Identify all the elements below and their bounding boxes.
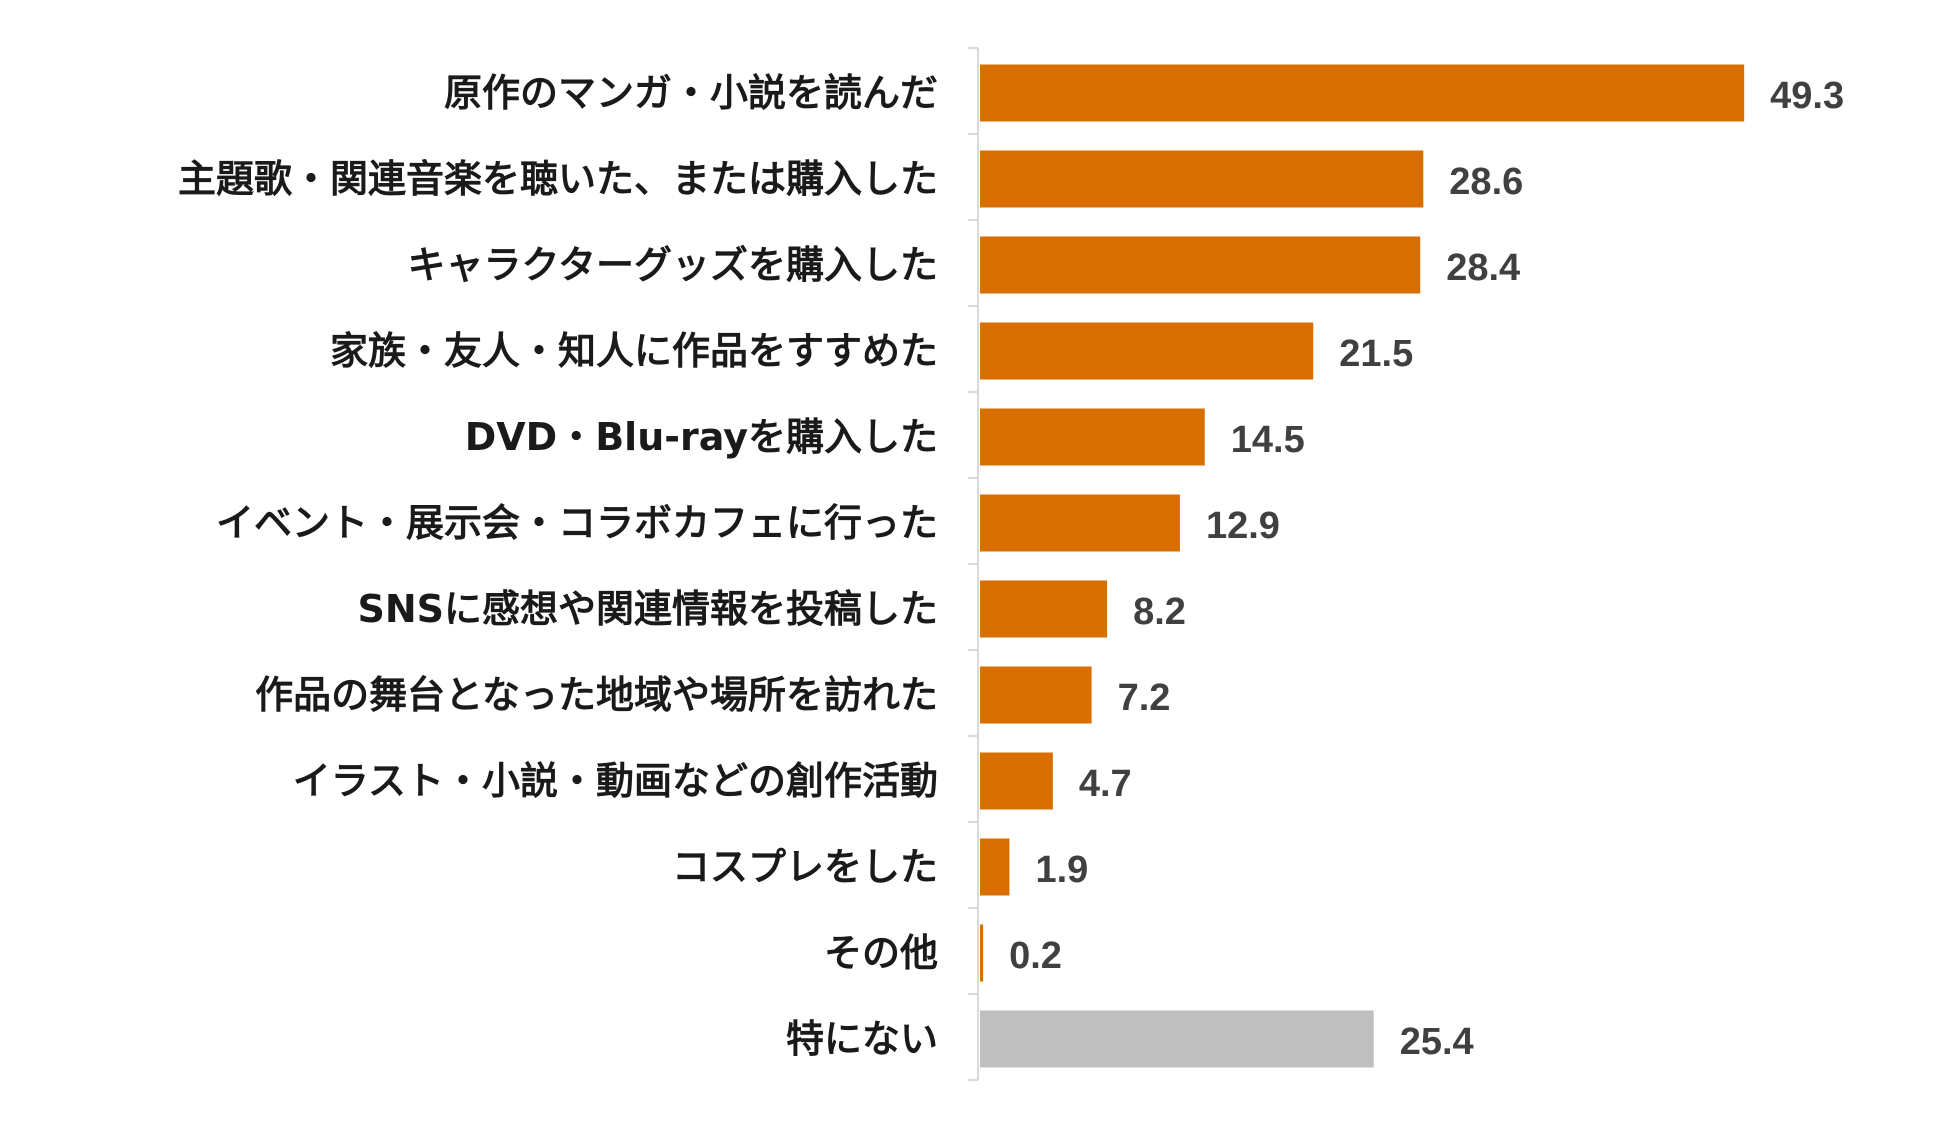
category-label-11: その他 bbox=[824, 931, 938, 975]
category-label-3: キャラクターグッズを購入した bbox=[408, 243, 938, 287]
category-label-6: イベント・展示会・コラボカフェに行った bbox=[216, 501, 938, 545]
bar-9 bbox=[980, 752, 1053, 810]
value-labels: 49.3 28.6 28.4 21.5 14.5 12.9 8.2 7.2 4.7 1.9 0.2 2… bbox=[1009, 75, 1844, 1063]
bar-10 bbox=[980, 838, 1010, 896]
category-label-12: 特にない bbox=[786, 1017, 938, 1061]
bar-7 bbox=[980, 580, 1108, 638]
value-label-2: 28.6 bbox=[1449, 161, 1523, 203]
bar-1 bbox=[980, 64, 1745, 122]
category-label-9: イラスト・小説・動画などの創作活動 bbox=[293, 759, 938, 803]
category-labels: 原作のマンガ・小説を読んだ主題歌・関連音楽を聴いた、または購入したキャラクターグ… bbox=[178, 71, 938, 1061]
bars-layer bbox=[980, 64, 1745, 1068]
value-label-8: 7.2 bbox=[1118, 677, 1171, 719]
value-label-10: 1.9 bbox=[1035, 849, 1088, 891]
category-label-4: 家族・友人・知人に作品をすすめた bbox=[330, 329, 938, 373]
category-label-8: 作品の舞台となった地域や場所を訪れた bbox=[255, 673, 938, 717]
bar-3 bbox=[980, 236, 1421, 294]
value-label-9: 4.7 bbox=[1079, 763, 1132, 805]
axis-layer bbox=[968, 47, 979, 1081]
category-label-10: コスプレをした bbox=[672, 845, 938, 889]
bar-12 bbox=[980, 1010, 1374, 1068]
bar-2 bbox=[980, 150, 1424, 208]
value-label-1: 49.3 bbox=[1770, 75, 1844, 117]
bar-11 bbox=[980, 924, 984, 982]
value-label-7: 8.2 bbox=[1133, 591, 1186, 633]
bar-8 bbox=[980, 666, 1092, 724]
value-label-12: 25.4 bbox=[1400, 1021, 1474, 1063]
value-label-5: 14.5 bbox=[1231, 419, 1305, 461]
value-label-3: 28.4 bbox=[1446, 247, 1520, 289]
value-label-6: 12.9 bbox=[1206, 505, 1280, 547]
category-label-5: DVD・Blu-rayを購入した bbox=[465, 415, 938, 459]
category-label-2: 主題歌・関連音楽を聴いた、または購入した bbox=[178, 157, 938, 201]
value-label-4: 21.5 bbox=[1339, 333, 1413, 375]
bar-5 bbox=[980, 408, 1205, 466]
bar-4 bbox=[980, 322, 1314, 380]
category-label-1: 原作のマンガ・小説を読んだ bbox=[444, 71, 938, 115]
value-label-11: 0.2 bbox=[1009, 935, 1062, 977]
bar-6 bbox=[980, 494, 1180, 552]
category-label-7: SNSに感想や関連情報を投稿した bbox=[357, 587, 938, 631]
